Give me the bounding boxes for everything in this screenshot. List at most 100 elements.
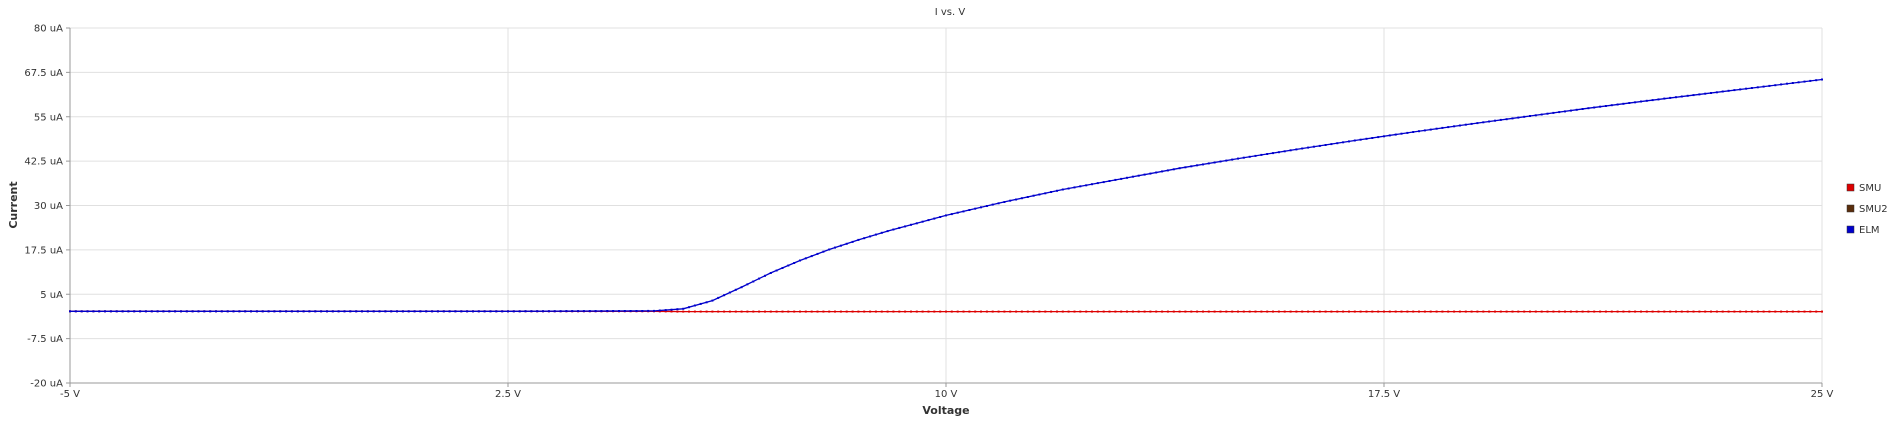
- data-point-elm: [285, 310, 287, 312]
- data-point-elm: [530, 310, 532, 312]
- data-point-smu: [1330, 311, 1332, 313]
- data-point-elm: [314, 310, 316, 312]
- data-point-elm: [998, 202, 1000, 204]
- data-point-smu: [1412, 311, 1414, 313]
- data-point-smu: [1132, 311, 1134, 313]
- data-point-smu: [1074, 311, 1076, 313]
- data-point-elm: [221, 310, 223, 312]
- data-point-smu: [904, 311, 906, 313]
- data-point-elm: [87, 310, 89, 312]
- data-point-elm: [419, 310, 421, 312]
- data-point-smu: [1488, 311, 1490, 313]
- data-point-smu: [1687, 311, 1689, 313]
- data-point-smu: [1190, 311, 1192, 313]
- y-axis-title: Current: [7, 181, 20, 228]
- data-point-smu: [1383, 311, 1385, 313]
- data-point-smu: [1009, 311, 1011, 313]
- data-point-elm: [945, 214, 947, 216]
- data-point-smu: [787, 311, 789, 313]
- data-point-smu: [1611, 311, 1613, 313]
- data-point-elm: [951, 213, 953, 215]
- x-axis-title: Voltage: [922, 404, 969, 417]
- data-point-smu: [764, 311, 766, 313]
- data-point-elm: [1173, 168, 1175, 170]
- data-point-elm: [1646, 100, 1648, 102]
- data-point-elm: [361, 310, 363, 312]
- data-point-smu: [1768, 311, 1770, 313]
- data-point-elm: [1593, 107, 1595, 109]
- data-point-elm: [828, 249, 830, 251]
- data-point-elm: [834, 247, 836, 249]
- data-point-smu: [1091, 311, 1093, 313]
- x-tick-label: 2.5 V: [495, 389, 521, 400]
- data-point-smu: [1587, 311, 1589, 313]
- data-point-smu: [1138, 311, 1140, 313]
- data-point-elm: [1068, 188, 1070, 190]
- legend-label-smu: SMU: [1859, 183, 1881, 194]
- data-point-elm: [75, 310, 77, 312]
- y-tick-label: 42.5 uA: [24, 157, 63, 168]
- data-point-smu: [1313, 311, 1315, 313]
- data-point-elm: [215, 310, 217, 312]
- data-point-elm: [1167, 169, 1169, 171]
- data-point-smu: [852, 311, 854, 313]
- data-point-elm: [1488, 121, 1490, 123]
- data-point-elm: [1622, 103, 1624, 105]
- data-point-elm: [1126, 177, 1128, 179]
- data-point-elm: [262, 310, 264, 312]
- data-point-smu: [1179, 311, 1181, 313]
- data-point-elm: [542, 310, 544, 312]
- data-point-elm: [1798, 81, 1800, 83]
- data-point-elm: [1330, 143, 1332, 145]
- data-point-elm: [682, 308, 684, 310]
- data-point-smu: [980, 311, 982, 313]
- data-point-elm: [507, 310, 509, 312]
- data-point-elm: [887, 230, 889, 232]
- data-point-elm: [805, 257, 807, 259]
- data-point-smu: [834, 311, 836, 313]
- data-point-smu: [1757, 311, 1759, 313]
- data-point-elm: [1062, 189, 1064, 191]
- data-point-smu: [1120, 311, 1122, 313]
- data-point-elm: [1482, 121, 1484, 123]
- data-point-smu: [1196, 311, 1198, 313]
- data-point-elm: [1295, 148, 1297, 150]
- data-point-smu: [1476, 311, 1478, 313]
- data-point-elm: [536, 310, 538, 312]
- data-point-smu: [1652, 311, 1654, 313]
- data-point-elm: [1447, 126, 1449, 128]
- data-point-smu: [1500, 311, 1502, 313]
- data-point-elm: [1669, 97, 1671, 99]
- data-point-elm: [1582, 108, 1584, 110]
- data-point-elm: [1774, 84, 1776, 86]
- data-point-smu: [1266, 311, 1268, 313]
- data-point-smu: [1482, 311, 1484, 313]
- data-point-elm: [916, 222, 918, 224]
- data-point-elm: [1325, 144, 1327, 146]
- data-point-elm: [133, 310, 135, 312]
- data-point-elm: [1465, 124, 1467, 126]
- data-point-smu: [1558, 311, 1560, 313]
- legend-label-elm: ELM: [1859, 225, 1880, 236]
- data-point-elm: [974, 208, 976, 210]
- data-point-elm: [840, 245, 842, 247]
- data-point-smu: [729, 311, 731, 313]
- data-point-elm: [1114, 179, 1116, 181]
- data-point-elm: [1476, 122, 1478, 124]
- data-point-elm: [1710, 92, 1712, 94]
- data-point-elm: [227, 310, 229, 312]
- data-point-elm: [1693, 94, 1695, 96]
- data-point-elm: [992, 204, 994, 206]
- data-point-smu: [1348, 311, 1350, 313]
- data-point-elm: [694, 305, 696, 307]
- data-point-elm: [1728, 90, 1730, 92]
- data-point-smu: [1751, 311, 1753, 313]
- data-point-elm: [1103, 181, 1105, 183]
- data-point-smu: [986, 311, 988, 313]
- data-point-elm: [1255, 155, 1257, 157]
- data-point-elm: [1354, 140, 1356, 142]
- data-point-smu: [1033, 311, 1035, 313]
- data-point-smu: [1114, 311, 1116, 313]
- data-point-elm: [1079, 185, 1081, 187]
